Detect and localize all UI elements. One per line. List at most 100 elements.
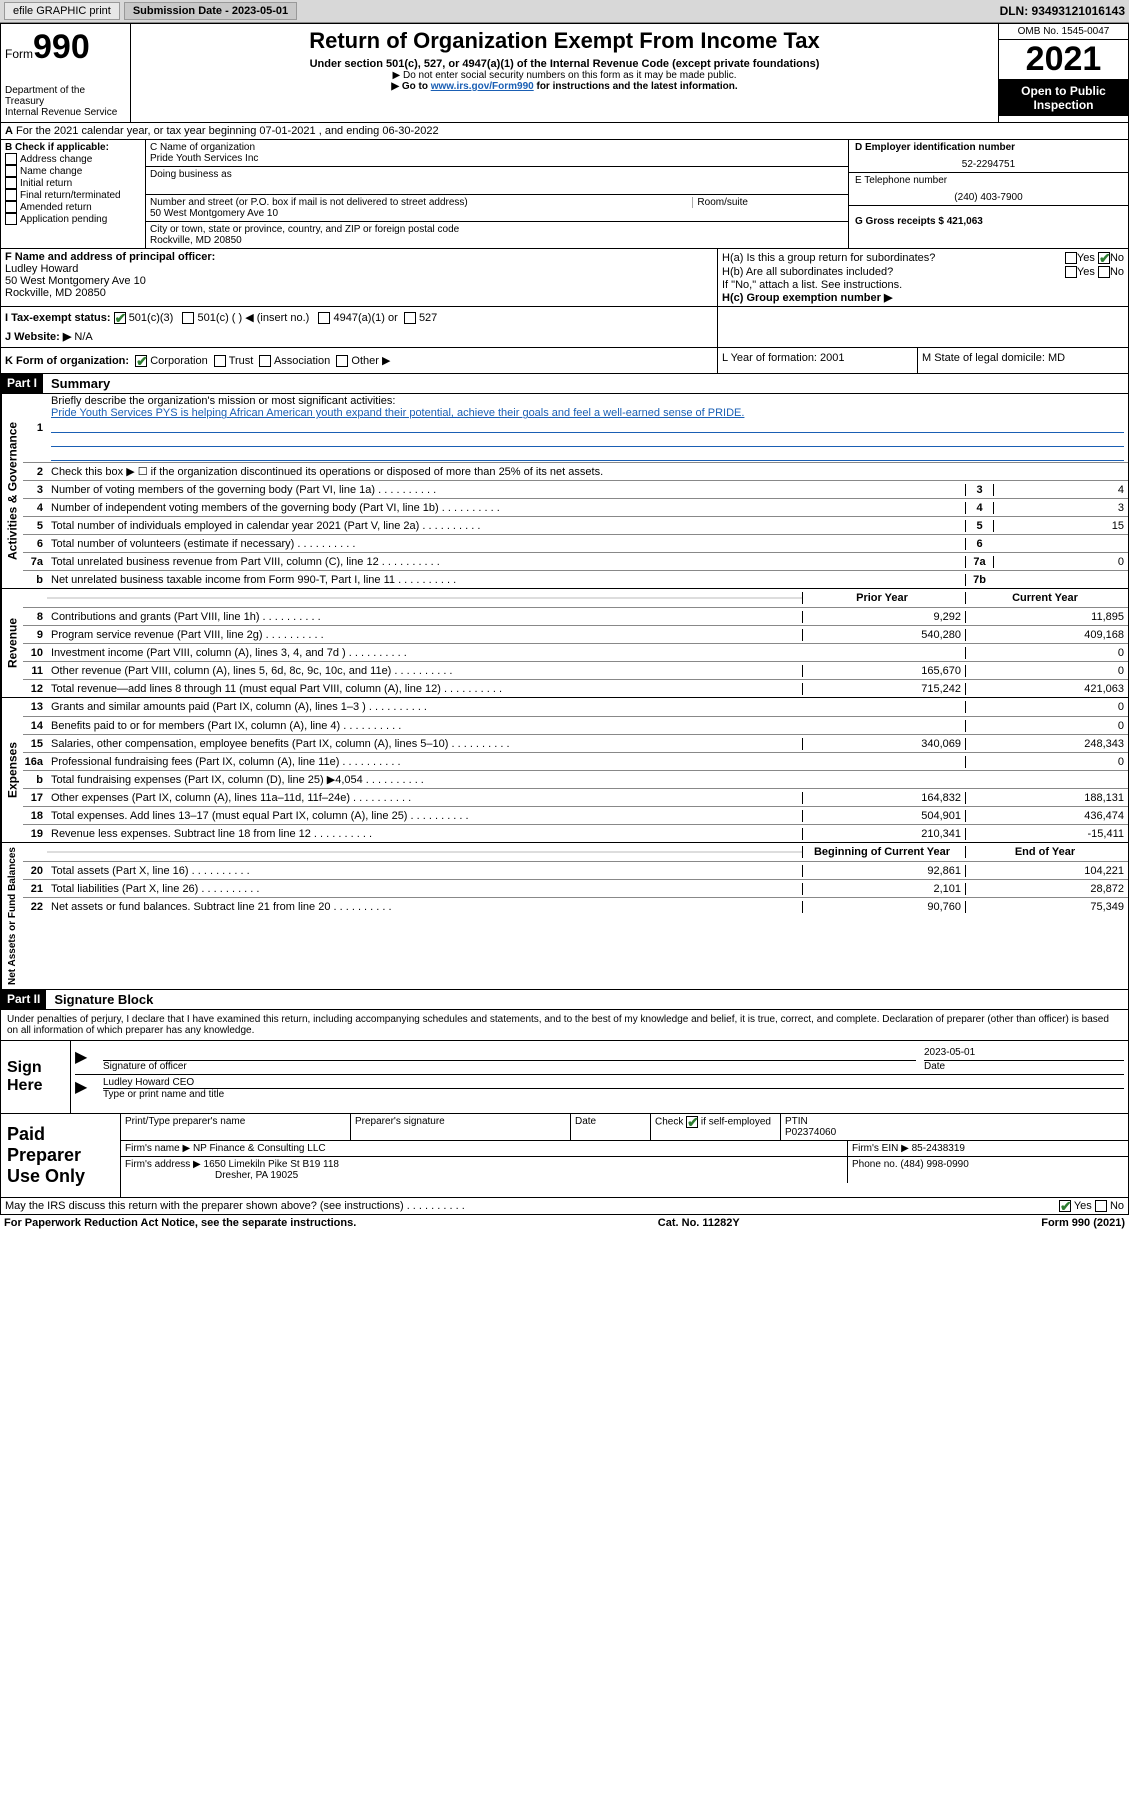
may-irs-no-checkbox[interactable] bbox=[1095, 1200, 1107, 1212]
room-label: Room/suite bbox=[692, 197, 748, 208]
c-name-label: C Name of organization bbox=[150, 142, 844, 153]
sig-date-label: Date bbox=[924, 1061, 1124, 1072]
line3-cell: 3 bbox=[965, 484, 993, 496]
col-current-year: Current Year bbox=[965, 592, 1128, 604]
table-row: 21Total liabilities (Part X, line 26)2,1… bbox=[23, 879, 1128, 897]
checkbox-corp[interactable] bbox=[135, 355, 147, 367]
line6-label: Total number of volunteers (estimate if … bbox=[47, 537, 965, 551]
label-trust: Trust bbox=[229, 355, 254, 367]
summary-net-assets: Net Assets or Fund Balances Beginning of… bbox=[0, 843, 1129, 990]
block-bcdeg: B Check if applicable: Address change Na… bbox=[0, 140, 1129, 249]
g-gross-label: G Gross receipts $ 421,063 bbox=[855, 216, 1122, 227]
m-state-domicile: M State of legal domicile: MD bbox=[918, 348, 1128, 373]
firm-phone: Phone no. (484) 998-0990 bbox=[848, 1157, 1128, 1183]
c-name-value: Pride Youth Services Inc bbox=[150, 153, 844, 164]
name-title-value: Ludley Howard CEO bbox=[103, 1077, 1124, 1089]
part2-label: Part II bbox=[1, 990, 46, 1009]
label-initial-return: Initial return bbox=[20, 178, 72, 189]
summary-governance: Activities & Governance 1Briefly describ… bbox=[0, 394, 1129, 589]
table-row: 19Revenue less expenses. Subtract line 1… bbox=[23, 824, 1128, 842]
checkbox-amended[interactable] bbox=[5, 201, 17, 213]
checkbox-4947[interactable] bbox=[318, 312, 330, 324]
hb-label: H(b) Are all subordinates included? bbox=[722, 266, 893, 278]
open-inspection-label: Open to Public Inspection bbox=[999, 80, 1128, 116]
sign-here-block: Sign Here ▶ Signature of officer 2023-05… bbox=[0, 1041, 1129, 1114]
row-a-lead: A bbox=[5, 125, 13, 137]
f-officer-name: Ludley Howard bbox=[5, 263, 713, 275]
side-label-governance: Activities & Governance bbox=[1, 394, 23, 588]
checkbox-other[interactable] bbox=[336, 355, 348, 367]
f-officer-addr1: 50 West Montgomery Ave 10 bbox=[5, 275, 713, 287]
arrow-icon: ▶ bbox=[75, 1077, 95, 1100]
omb-number: OMB No. 1545-0047 bbox=[999, 24, 1128, 40]
side-label-expenses: Expenses bbox=[1, 698, 23, 842]
table-row: 22Net assets or fund balances. Subtract … bbox=[23, 897, 1128, 915]
label-corp: Corporation bbox=[150, 355, 207, 367]
tax-year: 2021 bbox=[999, 40, 1128, 80]
goto-post: for instructions and the latest informat… bbox=[534, 81, 738, 92]
side-label-revenue: Revenue bbox=[1, 589, 23, 697]
label-amended: Amended return bbox=[20, 202, 92, 213]
checkbox-self-employed[interactable] bbox=[686, 1116, 698, 1128]
arrow-icon: ▶ bbox=[75, 1047, 95, 1072]
firm-addr-value1: 1650 Limekiln Pike St B19 118 bbox=[204, 1159, 339, 1170]
line7a-label: Total unrelated business revenue from Pa… bbox=[47, 555, 965, 569]
hc-label: H(c) Group exemption number ▶ bbox=[722, 291, 1124, 304]
dln-label: DLN: 93493121016143 bbox=[1000, 4, 1125, 18]
irs-link[interactable]: www.irs.gov/Form990 bbox=[431, 81, 534, 92]
table-row: 13Grants and similar amounts paid (Part … bbox=[23, 698, 1128, 716]
checkbox-527[interactable] bbox=[404, 312, 416, 324]
may-irs-row: May the IRS discuss this return with the… bbox=[0, 1198, 1129, 1215]
line5-cell: 5 bbox=[965, 520, 993, 532]
hb-yes-checkbox[interactable] bbox=[1065, 266, 1077, 278]
sig-officer-label: Signature of officer bbox=[103, 1061, 916, 1072]
checkbox-501c3[interactable] bbox=[114, 312, 126, 324]
sig-date-value: 2023-05-01 bbox=[924, 1047, 1124, 1061]
block-klm: K Form of organization: Corporation Trus… bbox=[0, 348, 1129, 374]
label-4947: 4947(a)(1) or bbox=[334, 312, 398, 324]
checkbox-application-pending[interactable] bbox=[5, 213, 17, 225]
table-row: 16aProfessional fundraising fees (Part I… bbox=[23, 752, 1128, 770]
section-b-header: B Check if applicable: bbox=[5, 142, 141, 153]
checkbox-501c[interactable] bbox=[182, 312, 194, 324]
checkbox-address-change[interactable] bbox=[5, 153, 17, 165]
ha-no-checkbox[interactable] bbox=[1098, 252, 1110, 264]
may-irs-yes-checkbox[interactable] bbox=[1059, 1200, 1071, 1212]
checkbox-final-return[interactable] bbox=[5, 189, 17, 201]
perjury-statement: Under penalties of perjury, I declare th… bbox=[0, 1010, 1129, 1041]
efile-print-button[interactable]: efile GRAPHIC print bbox=[4, 2, 120, 20]
col-preparer-sig: Preparer's signature bbox=[351, 1114, 571, 1140]
form-ref: Form 990 (2021) bbox=[1041, 1217, 1125, 1229]
f-label: F Name and address of principal officer: bbox=[5, 251, 215, 263]
hb-yes-label: Yes bbox=[1077, 266, 1095, 278]
col-print-name: Print/Type preparer's name bbox=[121, 1114, 351, 1140]
table-row: bTotal fundraising expenses (Part IX, co… bbox=[23, 770, 1128, 788]
table-row: 10Investment income (Part VIII, column (… bbox=[23, 643, 1128, 661]
form-title: Return of Organization Exempt From Incom… bbox=[135, 28, 994, 54]
ha-yes-checkbox[interactable] bbox=[1065, 252, 1077, 264]
ha-no-label: No bbox=[1110, 252, 1124, 264]
ptin-value: P02374060 bbox=[785, 1127, 836, 1138]
line3-label: Number of voting members of the governin… bbox=[47, 483, 965, 497]
col-prior-year: Prior Year bbox=[802, 592, 965, 604]
block-f-h: F Name and address of principal officer:… bbox=[0, 249, 1129, 307]
ha-label: H(a) Is this a group return for subordin… bbox=[722, 252, 935, 264]
label-final-return: Final return/terminated bbox=[20, 190, 121, 201]
form-label: Form bbox=[5, 47, 33, 61]
table-row: 14Benefits paid to or for members (Part … bbox=[23, 716, 1128, 734]
checkbox-assoc[interactable] bbox=[259, 355, 271, 367]
firm-name-value: NP Finance & Consulting LLC bbox=[193, 1143, 326, 1154]
label-address-change: Address change bbox=[20, 154, 92, 165]
firm-ein-value: 85-2438319 bbox=[912, 1143, 965, 1154]
part2-title: Signature Block bbox=[46, 990, 161, 1009]
checkbox-name-change[interactable] bbox=[5, 165, 17, 177]
check-self-label: Check bbox=[655, 1117, 683, 1128]
row-a-text: For the 2021 calendar year, or tax year … bbox=[16, 125, 439, 137]
firm-addr-value2: Dresher, PA 19025 bbox=[215, 1170, 298, 1181]
firm-name-label: Firm's name ▶ bbox=[125, 1143, 190, 1154]
checkbox-trust[interactable] bbox=[214, 355, 226, 367]
table-row: 9Program service revenue (Part VIII, lin… bbox=[23, 625, 1128, 643]
part1-header-row: Part I Summary bbox=[0, 374, 1129, 394]
hb-no-checkbox[interactable] bbox=[1098, 266, 1110, 278]
checkbox-initial-return[interactable] bbox=[5, 177, 17, 189]
